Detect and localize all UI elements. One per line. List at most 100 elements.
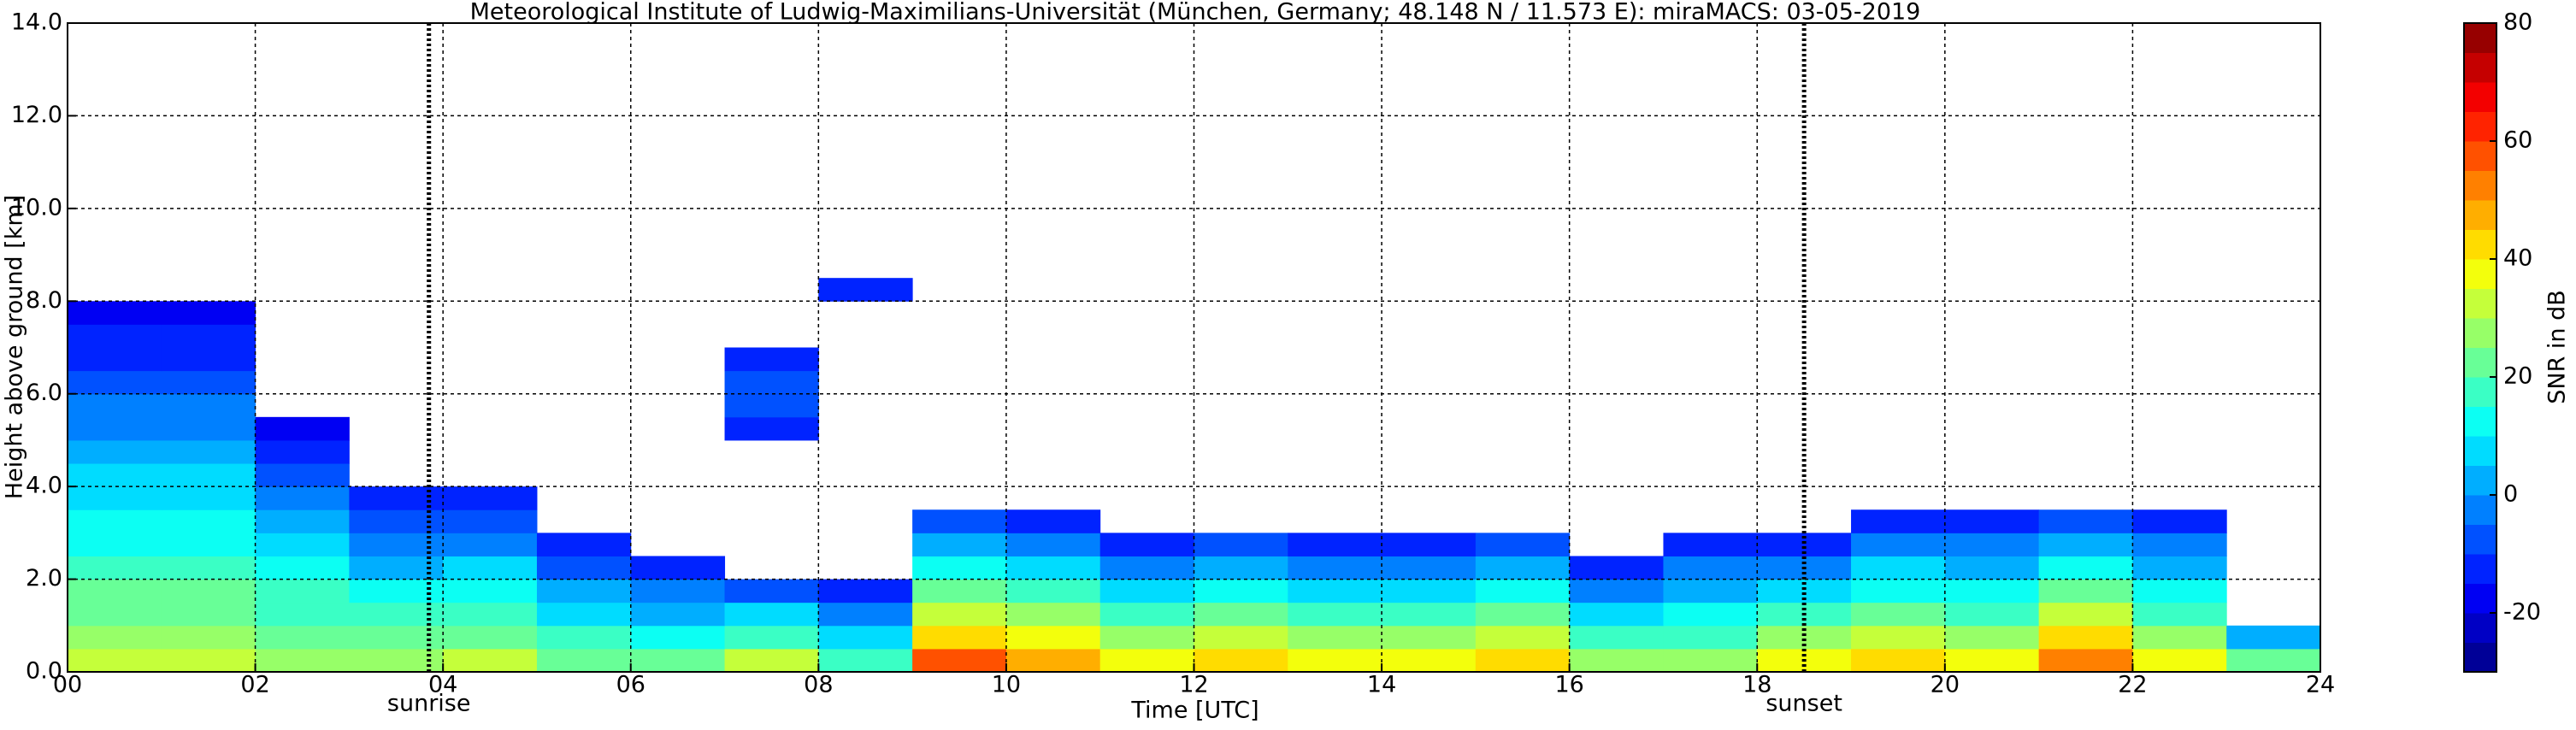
x-tick-label: 20 [1931, 672, 1960, 698]
snr-cell [1382, 602, 1477, 627]
colorbar-tick-label: -20 [2503, 599, 2541, 626]
colorbar-frame [2463, 22, 2497, 673]
snr-cell [724, 416, 819, 441]
snr-cell [1475, 579, 1571, 603]
snr-cell [1005, 509, 1101, 533]
snr-cell [161, 509, 256, 533]
snr-cell [161, 347, 256, 372]
snr-cell [1851, 579, 1946, 603]
snr-cell [443, 509, 538, 533]
colorbar-band [2464, 141, 2496, 171]
snr-cell [1851, 556, 1946, 580]
snr-cell [255, 416, 350, 441]
annotation-label: sunset [1765, 691, 1842, 717]
snr-cell [724, 347, 819, 372]
snr-cell [68, 556, 162, 580]
snr-cell [818, 648, 913, 673]
snr-cell [1475, 625, 1571, 650]
snr-cell [255, 602, 350, 627]
snr-cell [161, 393, 256, 418]
colorbar-band [2464, 52, 2496, 83]
snr-cell [255, 486, 350, 510]
x-axis-label: Time [UTC] [1130, 698, 1259, 724]
snr-cell [255, 439, 350, 464]
snr-cell [2038, 579, 2133, 603]
colorbar-band [2464, 229, 2496, 260]
y-tick-label: 4.0 [26, 473, 62, 499]
snr-cell [161, 648, 256, 673]
snr-cell [1382, 625, 1477, 650]
colorbar-band [2464, 288, 2496, 319]
y-tick-label: 2.0 [26, 565, 62, 592]
snr-cell [1851, 602, 1946, 627]
snr-cell [2038, 533, 2133, 556]
colorbar-band [2464, 554, 2496, 584]
x-tick-label: 06 [616, 672, 645, 698]
snr-cell [1569, 625, 1664, 650]
snr-cell [68, 486, 162, 510]
colorbar-tick-label: 0 [2503, 481, 2518, 508]
snr-cell [1099, 533, 1194, 556]
snr-cell [1194, 556, 1288, 580]
snr-cell [1099, 579, 1194, 603]
snr-cell [536, 533, 632, 556]
snr-cell [443, 602, 538, 627]
snr-cell [724, 625, 819, 650]
snr-cell [1194, 648, 1288, 673]
snr-cell [161, 556, 256, 580]
snr-cell [1005, 533, 1101, 556]
snr-cell [443, 648, 538, 673]
snr-cell [1569, 556, 1664, 580]
snr-cell [161, 301, 256, 325]
snr-cell [255, 648, 350, 673]
snr-cell [2132, 556, 2227, 580]
snr-cell [255, 463, 350, 487]
snr-cell [1569, 602, 1664, 627]
snr-cell [630, 602, 726, 627]
snr-cell [724, 393, 819, 418]
snr-cell [724, 370, 819, 395]
snr-cell [161, 324, 256, 348]
snr-cell [2226, 625, 2321, 650]
snr-cell [1288, 533, 1382, 556]
snr-cell [255, 625, 350, 650]
snr-cell [1944, 533, 2040, 556]
snr-cell [912, 648, 1007, 673]
colorbar-band [2464, 259, 2496, 289]
colorbar-label: SNR in dB [2544, 290, 2571, 404]
snr-cell [161, 625, 256, 650]
snr-cell [1663, 579, 1758, 603]
snr-cell [68, 579, 162, 603]
snr-cell [443, 533, 538, 556]
snr-cell [630, 625, 726, 650]
snr-cell [1944, 602, 2040, 627]
snr-cell [2038, 509, 2133, 533]
plot-frame [67, 22, 2321, 673]
snr-cell [1663, 533, 1758, 556]
colorbar-band [2464, 170, 2496, 201]
snr-cell [912, 602, 1007, 627]
snr-cell [255, 509, 350, 533]
snr-cell [1099, 556, 1194, 580]
x-tick-label: 00 [53, 672, 82, 698]
snr-cell [1475, 533, 1571, 556]
snr-cell [161, 486, 256, 510]
snr-cell [1475, 556, 1571, 580]
snr-cell [1569, 648, 1664, 673]
snr-cell [1194, 625, 1288, 650]
colorbar-band [2464, 524, 2496, 555]
colorbar-band [2464, 82, 2496, 112]
x-tick-label: 16 [1554, 672, 1583, 698]
colorbar-tick-label: 60 [2503, 127, 2532, 154]
snr-cell [68, 625, 162, 650]
colorbar-tick-label: 20 [2503, 363, 2532, 390]
y-tick-label: 14.0 [11, 9, 62, 36]
snr-cell [443, 579, 538, 603]
snr-cell [1944, 509, 2040, 533]
colorbar-tick-label: 40 [2503, 245, 2532, 272]
snr-cell [255, 556, 350, 580]
snr-cell [443, 625, 538, 650]
colorbar-band [2464, 200, 2496, 230]
colorbar-band [2464, 318, 2496, 348]
